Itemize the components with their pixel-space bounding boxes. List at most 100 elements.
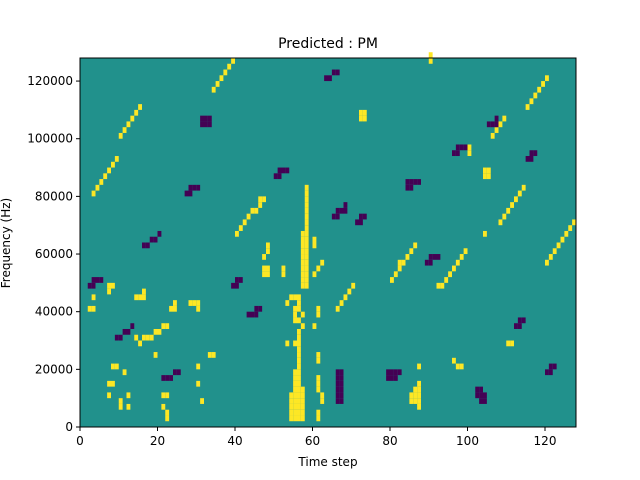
heatmap-cell-high (552, 248, 557, 255)
heatmap-cell-high (316, 311, 321, 318)
heatmap-cell-high (359, 115, 363, 122)
heatmap-cell-high (417, 398, 421, 404)
heatmap-cell-high (289, 294, 294, 301)
heatmap-cell-low (413, 179, 418, 185)
heatmap-cell-high (304, 213, 309, 220)
heatmap-cell-high (545, 259, 549, 266)
heatmap-cell-high (312, 271, 317, 278)
heatmap-cell-high (351, 282, 356, 289)
heatmap-cell-low (207, 121, 212, 128)
heatmap-cell-low (339, 380, 344, 387)
heatmap-cell-high (300, 392, 305, 399)
heatmap-cell-high (297, 409, 301, 416)
heatmap-cell-high (111, 282, 115, 289)
heatmap-cell-low (533, 150, 538, 157)
x-axis-label: Time step (297, 455, 357, 469)
heatmap-cell-low (459, 144, 464, 151)
heatmap-cell-high (486, 173, 491, 180)
heatmap-cell-high (281, 271, 286, 278)
heatmap-cell-low (514, 323, 518, 329)
heatmap-cell-high (300, 398, 305, 404)
heatmap-cell-high (320, 259, 325, 266)
heatmap-cell-high (289, 392, 294, 399)
heatmap-cell-high (304, 265, 309, 272)
heatmap-cell-high (297, 305, 301, 312)
heatmap-cell-high (300, 259, 305, 266)
heatmap-cell-low (428, 259, 433, 266)
heatmap-cell-high (258, 196, 263, 203)
heatmap-cell-low (277, 173, 282, 180)
heatmap-cell-high (111, 363, 115, 370)
heatmap-cell-high (297, 398, 301, 404)
heatmap-cell-high (417, 363, 421, 370)
heatmap-cell-high (297, 300, 301, 306)
heatmap-cell-high (304, 254, 309, 260)
heatmap-cell-low (529, 150, 534, 157)
y-tick-label: 60000 (35, 247, 73, 261)
heatmap-cell-high (161, 392, 166, 399)
heatmap-cell-low (235, 282, 239, 289)
heatmap-cell-low (153, 236, 158, 243)
heatmap-cell-low (122, 328, 127, 335)
heatmap-cell-high (304, 202, 309, 208)
heatmap-cell-high (111, 161, 115, 168)
heatmap-cell-high (196, 363, 201, 370)
heatmap-cell-high (262, 254, 266, 260)
heatmap-cell-high (211, 86, 216, 93)
heatmap-cell-high (440, 282, 445, 289)
heatmap-cell-low (169, 375, 173, 381)
y-axis-label: Frequency (Hz) (0, 198, 13, 289)
heatmap-cell-low (238, 277, 243, 283)
heatmap-cell-low (273, 173, 278, 180)
heatmap-cell-high (293, 386, 297, 393)
heatmap-cell-high (362, 115, 367, 122)
heatmap-cell-high (300, 254, 305, 260)
heatmap-cell-high (262, 271, 266, 278)
heatmap-cell-high (428, 52, 433, 58)
heatmap-cell-low (250, 311, 255, 318)
heatmap-cell-high (254, 207, 259, 214)
heatmap-cell-high (339, 300, 344, 306)
heatmap-cell-high (417, 380, 421, 387)
heatmap-cell-low (386, 375, 390, 381)
heatmap-cell-high (320, 398, 325, 404)
plot-frame (79, 57, 577, 428)
heatmap-cell-high (238, 225, 243, 231)
heatmap-cell-low (405, 179, 410, 185)
heatmap-cell-high (95, 184, 100, 191)
heatmap-cell-high (304, 259, 309, 266)
heatmap-cell-low (479, 392, 483, 399)
heatmap-cell-high (161, 323, 166, 329)
heatmap-cell-high (293, 398, 297, 404)
heatmap-cell-high (343, 294, 348, 301)
heatmap-cell-low (192, 184, 197, 191)
heatmap-cell-high (506, 207, 511, 214)
heatmap-cell-low (130, 323, 135, 329)
heatmap-cell-low (285, 167, 290, 174)
heatmap-cell-high (107, 392, 111, 399)
heatmap-cell-high (293, 380, 297, 387)
y-tick-label: 40000 (35, 305, 73, 319)
heatmap-cell-high (91, 190, 96, 197)
heatmap-cell-high (142, 334, 146, 341)
x-tick-label: 20 (150, 434, 165, 448)
heatmap-cell-low (95, 277, 100, 283)
heatmap-cell-high (316, 386, 321, 393)
heatmap-cell-high (242, 219, 247, 226)
heatmap-cell-high (297, 317, 301, 324)
heatmap-cell-low (529, 156, 534, 162)
heatmap-cell-high (498, 121, 503, 128)
heatmap-cell-low (463, 144, 468, 151)
heatmap-cell-low (548, 363, 553, 370)
heatmap-cell-high (293, 392, 297, 399)
heatmap-cell-low (490, 121, 495, 128)
heatmap-cell-high (556, 242, 561, 249)
heatmap-cell-low (339, 207, 344, 214)
heatmap-cell-low (114, 334, 119, 341)
heatmap-cell-low (359, 213, 363, 220)
heatmap-cell-low (517, 317, 522, 324)
heatmap-cell-high (312, 323, 317, 329)
heatmap-cell-high (529, 98, 534, 105)
heatmap-cell-low (409, 184, 414, 191)
